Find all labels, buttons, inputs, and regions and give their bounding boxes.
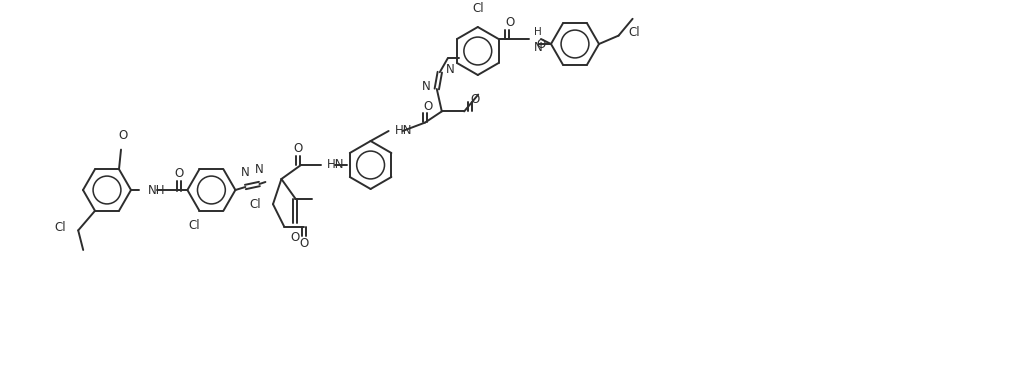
Text: HN: HN [394,124,412,138]
Text: N: N [534,41,542,54]
Text: O: O [299,237,309,250]
Text: H: H [534,27,541,37]
Text: Cl: Cl [55,221,66,234]
Text: Cl: Cl [472,2,484,15]
Text: Cl: Cl [629,26,640,39]
Text: O: O [537,38,546,51]
Text: N: N [446,63,455,76]
Text: O: O [175,167,184,180]
Text: O: O [293,142,303,155]
Text: N: N [255,163,263,176]
Text: O: O [423,100,432,112]
Text: O: O [471,93,480,106]
Text: O: O [505,16,514,29]
Text: NH: NH [147,183,165,196]
Text: HN: HN [326,159,344,171]
Text: Cl: Cl [249,198,261,211]
Text: O: O [118,129,128,142]
Text: N: N [422,80,431,93]
Text: N: N [241,166,250,179]
Text: Cl: Cl [188,219,201,232]
Text: O: O [291,231,300,244]
